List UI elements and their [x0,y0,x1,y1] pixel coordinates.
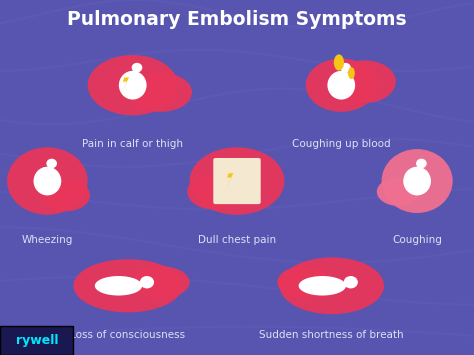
Ellipse shape [43,179,90,211]
Text: Pain in calf or thigh: Pain in calf or thigh [82,139,183,149]
Ellipse shape [403,167,431,195]
Ellipse shape [277,266,329,298]
Text: Coughing up blood: Coughing up blood [292,139,391,149]
Ellipse shape [95,276,142,295]
Text: Coughing: Coughing [392,235,442,245]
Text: Sudden shortness of breath: Sudden shortness of breath [259,331,404,340]
Text: rywell: rywell [16,334,58,347]
Ellipse shape [140,276,154,288]
Polygon shape [224,158,235,192]
Ellipse shape [340,63,351,72]
Ellipse shape [334,54,344,71]
Ellipse shape [190,147,284,215]
Ellipse shape [377,178,419,206]
Ellipse shape [348,67,355,79]
Ellipse shape [280,257,384,314]
Polygon shape [120,62,130,97]
Ellipse shape [416,159,427,168]
Ellipse shape [187,174,239,209]
Ellipse shape [34,167,61,195]
Ellipse shape [130,73,192,112]
Ellipse shape [119,71,146,99]
Ellipse shape [133,266,190,298]
Ellipse shape [328,71,355,99]
Text: Wheezing: Wheezing [22,235,73,245]
Ellipse shape [88,55,178,115]
Ellipse shape [73,259,182,312]
Ellipse shape [46,159,57,168]
Text: Dull chest pain: Dull chest pain [198,235,276,245]
Text: Pulmonary Embolism Symptoms: Pulmonary Embolism Symptoms [67,10,407,29]
Ellipse shape [382,149,453,213]
Ellipse shape [299,276,346,295]
Text: Loss of consciousness: Loss of consciousness [71,331,185,340]
Ellipse shape [306,59,377,112]
Ellipse shape [7,147,88,215]
Ellipse shape [132,63,142,72]
FancyBboxPatch shape [0,326,73,355]
Ellipse shape [334,60,396,103]
Ellipse shape [344,276,358,288]
FancyBboxPatch shape [213,158,261,204]
